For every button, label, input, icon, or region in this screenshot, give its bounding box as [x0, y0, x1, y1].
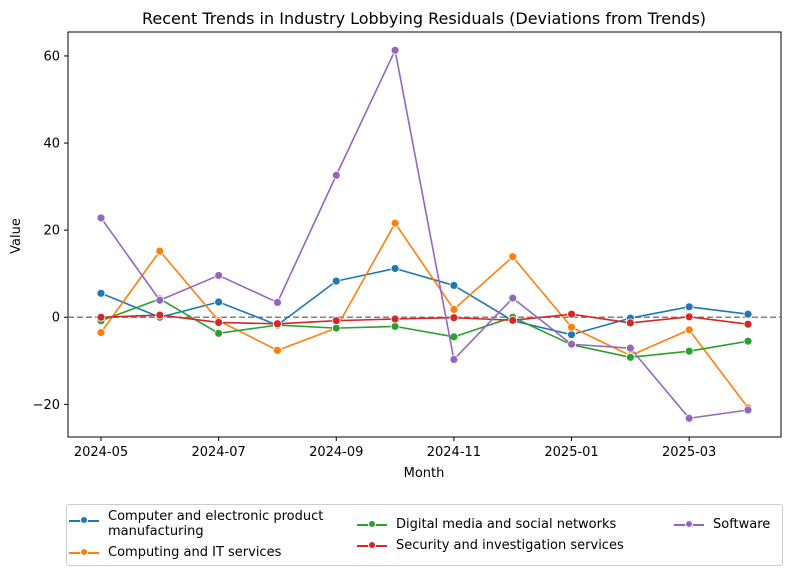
data-point: [331, 276, 341, 286]
chart-title: Recent Trends in Industry Lobbying Resid…: [142, 9, 706, 28]
series-2: [96, 218, 753, 413]
data-point: [567, 309, 576, 319]
legend-swatch: [357, 538, 387, 552]
legend-item: Security and investigation services: [357, 538, 624, 553]
chart-legend: Computer and electronic product manufact…: [66, 504, 783, 566]
series-line: [100, 313, 749, 326]
data-point: [390, 218, 400, 228]
legend-item: Computing and IT services: [69, 545, 281, 560]
legend-item: Digital media and social networks: [357, 517, 616, 532]
legend-swatch: [69, 513, 99, 527]
data-point: [567, 330, 576, 340]
data-point: [743, 405, 753, 415]
x-tick-label: 2025-01: [544, 445, 598, 460]
data-point: [684, 325, 694, 335]
legend-label: Computer and electronic product manufact…: [108, 509, 324, 539]
data-point: [155, 310, 165, 320]
data-point: [625, 352, 635, 362]
data-point: [449, 305, 459, 314]
series-line: [100, 222, 749, 409]
data-point: [684, 413, 694, 423]
data-point: [390, 314, 400, 324]
data-point: [508, 315, 518, 325]
data-point: [567, 339, 576, 349]
data-point: [273, 319, 282, 329]
data-point: [449, 332, 459, 342]
data-point: [743, 319, 753, 329]
data-point: [449, 313, 459, 323]
data-point: [331, 316, 341, 326]
data-point: [96, 288, 106, 298]
data-point: [96, 312, 106, 322]
plot-area: [67, 31, 782, 438]
data-point: [273, 345, 282, 355]
x-tick-label: 2024-07: [191, 445, 245, 460]
data-point: [508, 293, 518, 303]
data-point: [508, 252, 518, 262]
y-tick-label: 40: [43, 137, 60, 152]
data-point: [273, 298, 282, 307]
data-point: [743, 309, 753, 319]
data-point: [155, 295, 165, 305]
x-tick-label: 2025-03: [662, 445, 716, 460]
legend-swatch: [357, 517, 387, 531]
series-4: [96, 309, 753, 329]
y-tick-label: 0: [52, 311, 60, 326]
series-5: [96, 45, 753, 423]
legend-label: Digital media and social networks: [396, 517, 617, 532]
legend-swatch: [69, 545, 99, 559]
legend-label: Security and investigation services: [396, 538, 624, 553]
data-point: [567, 322, 576, 332]
legend-label: Software: [713, 517, 771, 532]
data-point: [214, 328, 224, 338]
legend-swatch: [674, 517, 704, 531]
y-tick-label: −20: [33, 398, 60, 413]
y-axis-label: Value: [9, 218, 24, 254]
data-point: [96, 213, 106, 223]
data-point: [625, 318, 635, 328]
data-point: [155, 246, 165, 256]
data-point: [214, 297, 224, 307]
data-point: [96, 328, 106, 337]
data-point: [684, 312, 694, 322]
y-tick-label: 20: [43, 224, 60, 239]
data-point: [449, 355, 459, 364]
data-point: [214, 318, 224, 327]
data-point: [390, 264, 400, 273]
x-axis-label: Month: [404, 466, 445, 481]
x-tick-label: 2024-09: [309, 445, 363, 460]
data-point: [331, 170, 341, 180]
legend-item: Software: [674, 517, 770, 532]
data-point: [684, 346, 694, 356]
series-line: [100, 267, 749, 336]
data-point: [214, 271, 224, 280]
x-tick-label: 2024-05: [74, 445, 128, 460]
data-point: [390, 321, 400, 331]
y-tick-label: 60: [43, 49, 60, 64]
legend-item: Computer and electronic product manufact…: [69, 509, 323, 539]
data-point: [331, 323, 341, 333]
legend-label: Computing and IT services: [108, 545, 282, 560]
series-1: [96, 264, 753, 340]
data-point: [625, 343, 635, 353]
x-tick-label: 2024-11: [427, 445, 481, 460]
data-point: [684, 302, 694, 312]
series-line: [100, 49, 749, 420]
series-line: [100, 298, 749, 359]
data-point: [743, 336, 753, 346]
series-3: [96, 294, 753, 362]
data-point: [449, 281, 459, 290]
data-point: [390, 45, 400, 55]
